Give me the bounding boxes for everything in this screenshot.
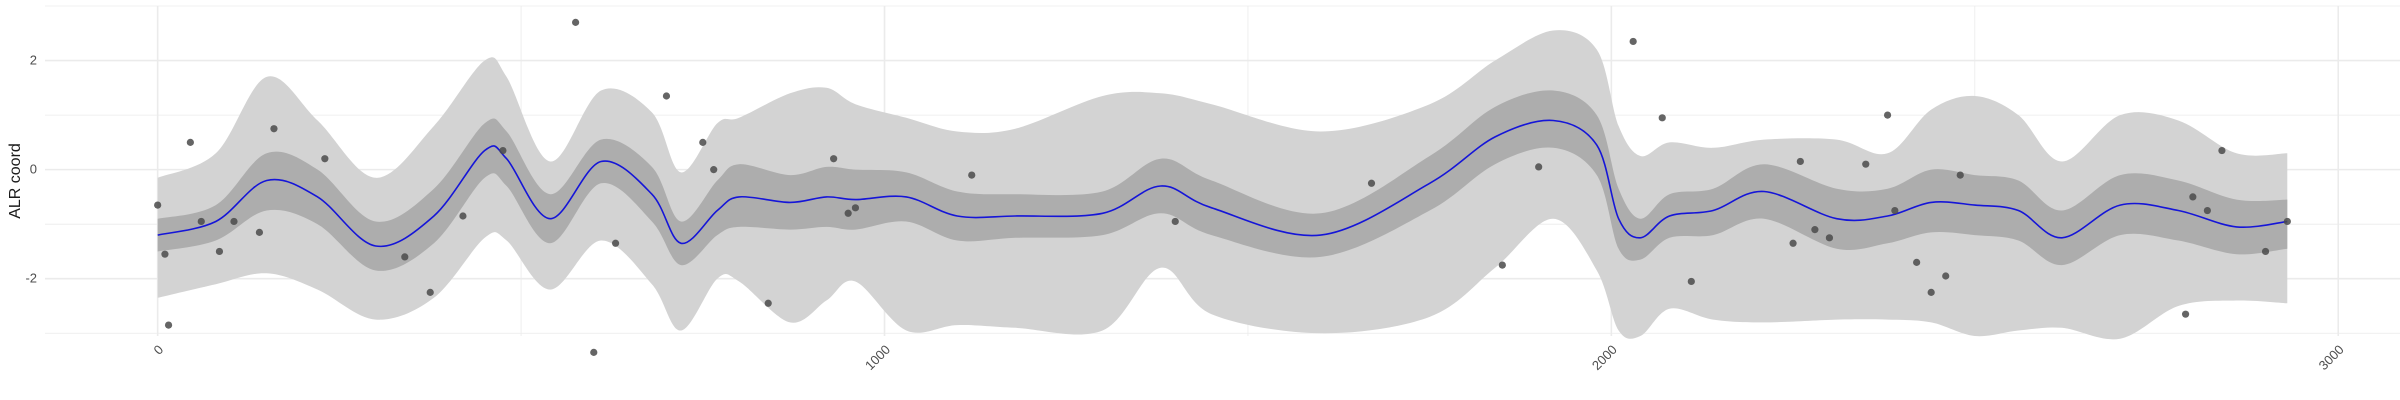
data-point <box>270 125 278 133</box>
data-point <box>1687 277 1695 286</box>
y-axis-tick-labels: 2 0 -2 <box>25 53 37 286</box>
data-point <box>662 92 671 100</box>
data-point <box>1862 160 1870 168</box>
data-point <box>1796 157 1804 166</box>
data-point <box>197 217 205 226</box>
data-point <box>1956 171 1964 179</box>
data-point <box>830 155 838 163</box>
data-point <box>1811 226 1819 234</box>
inner-confidence-band <box>157 90 2288 271</box>
data-point <box>572 18 580 26</box>
data-point <box>186 138 194 146</box>
data-point <box>1825 234 1834 242</box>
y-tick-label: -2 <box>25 271 37 286</box>
data-point <box>1658 114 1666 122</box>
data-point <box>2189 193 2197 201</box>
data-point <box>164 321 173 329</box>
data-point <box>968 171 976 179</box>
data-point <box>1913 258 1921 266</box>
data-point <box>215 247 224 256</box>
data-point <box>2203 206 2211 215</box>
data-point <box>1171 217 1179 226</box>
data-point <box>699 138 707 146</box>
y-tick-label: 0 <box>30 162 37 177</box>
data-point <box>2283 217 2291 226</box>
data-point <box>499 146 507 155</box>
data-point <box>1367 179 1376 187</box>
data-point <box>154 201 162 209</box>
data-point <box>1927 288 1935 296</box>
mean-line <box>157 119 2288 248</box>
data-point <box>1789 239 1797 247</box>
data-point <box>611 239 620 247</box>
data-point <box>2181 310 2190 318</box>
data-point <box>230 217 238 226</box>
data-point <box>1498 261 1506 269</box>
y-tick-label: 2 <box>30 53 37 68</box>
data-point <box>1891 206 1899 215</box>
data-point <box>401 253 409 261</box>
data-point <box>1535 163 1543 171</box>
data-point <box>1629 37 1637 46</box>
data-point <box>321 155 329 163</box>
data-point <box>851 204 860 212</box>
data-point <box>2218 146 2226 155</box>
data-point <box>426 288 434 296</box>
data-point <box>2261 247 2270 256</box>
data-point <box>710 166 718 174</box>
data-point <box>590 348 598 356</box>
data-point <box>255 228 264 236</box>
data-point <box>459 212 467 220</box>
data-point <box>1883 111 1892 119</box>
data-point <box>1942 272 1950 280</box>
observation-points <box>154 18 2291 356</box>
y-axis-title: ALR coord <box>7 143 24 219</box>
data-point <box>764 299 772 307</box>
data-point <box>161 250 169 258</box>
data-point <box>844 209 852 217</box>
